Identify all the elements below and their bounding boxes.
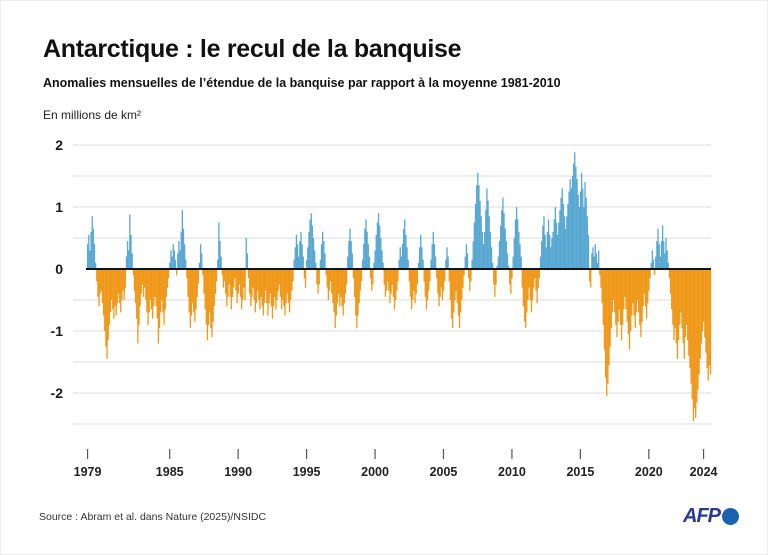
chart-subtitle: Anomalies mensuelles de l’étendue de la … xyxy=(43,76,561,90)
svg-text:2015: 2015 xyxy=(566,465,594,479)
source-text: Source : Abram et al. dans Nature (2025)… xyxy=(39,510,267,523)
chart-header: Antarctique : le recul de la banquise An… xyxy=(43,35,737,122)
svg-text:2000: 2000 xyxy=(361,465,389,479)
svg-text:2005: 2005 xyxy=(430,465,458,479)
svg-text:1979: 1979 xyxy=(74,465,102,479)
svg-text:1985: 1985 xyxy=(156,465,184,479)
page-title: Antarctique : le recul de la banquise xyxy=(43,35,462,63)
svg-text:1995: 1995 xyxy=(293,465,321,479)
svg-text:2020: 2020 xyxy=(635,465,663,479)
svg-text:0: 0 xyxy=(55,261,63,277)
svg-text:-1: -1 xyxy=(51,323,64,339)
svg-text:-2: -2 xyxy=(51,385,64,401)
svg-text:1: 1 xyxy=(55,199,63,215)
svg-text:2: 2 xyxy=(55,137,63,153)
chart-footer: Source : Abram et al. dans Nature (2025)… xyxy=(39,505,739,528)
afp-globe-icon xyxy=(722,508,739,525)
afp-logo-text: AFP xyxy=(683,505,721,527)
svg-text:1990: 1990 xyxy=(224,465,252,479)
svg-text:2024: 2024 xyxy=(690,465,718,479)
afp-logo: AFP xyxy=(683,505,739,528)
unit-label: En millions de km² xyxy=(43,108,142,122)
svg-text:2010: 2010 xyxy=(498,465,526,479)
